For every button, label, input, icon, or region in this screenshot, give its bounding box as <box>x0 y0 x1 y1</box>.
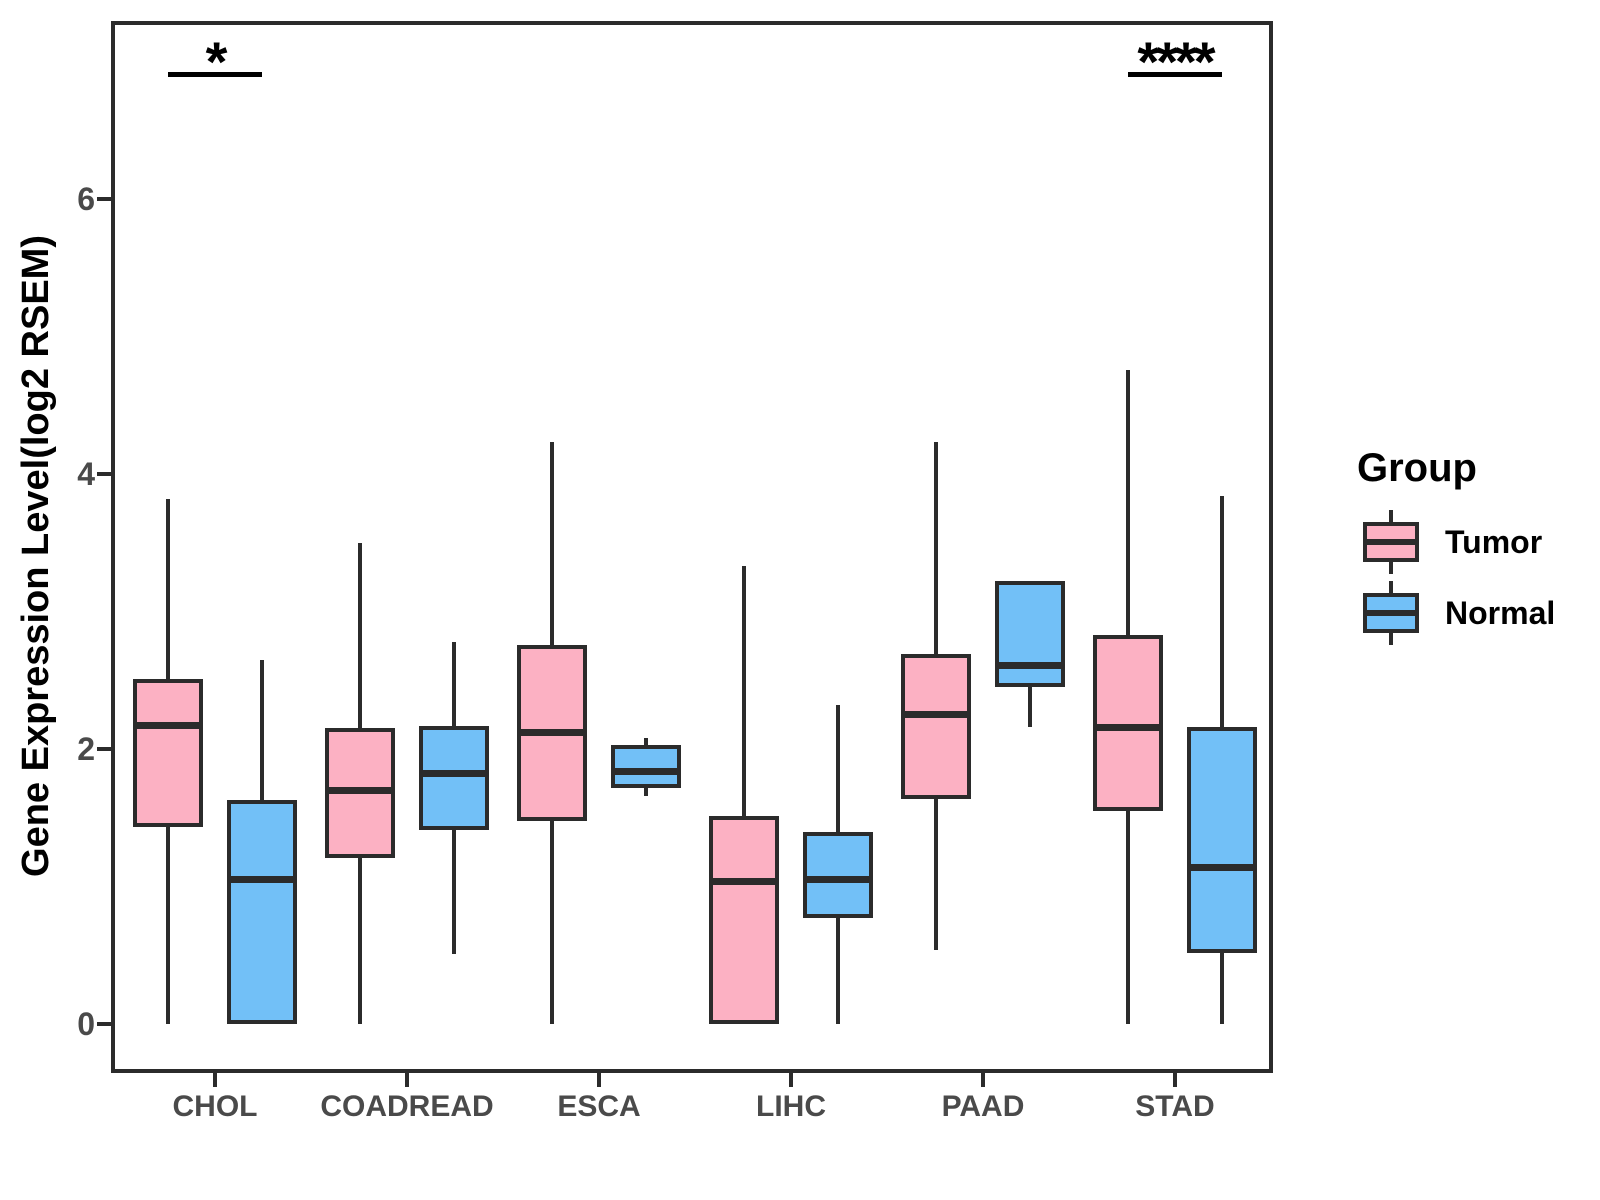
y-axis-tick <box>97 747 111 751</box>
median-line-normal-box-chol <box>227 876 297 884</box>
lower-whisker-tumor-box-esca <box>550 820 554 1024</box>
x-category-label: ESCA <box>557 1090 641 1123</box>
upper-whisker-normal-box-chol <box>260 659 264 800</box>
upper-whisker-normal-box-lihc <box>836 705 840 832</box>
upper-whisker-tumor-box-coadread <box>358 542 362 729</box>
normal-box-stad <box>1187 727 1257 953</box>
lower-whisker-tumor-box-chol <box>166 827 170 1024</box>
legend-key-whisker-icon <box>1389 510 1393 522</box>
normal-box-chol <box>227 799 297 1024</box>
legend-key-median-icon <box>1363 539 1419 545</box>
upper-whisker-normal-box-esca <box>644 738 648 745</box>
x-category-label: LIHC <box>756 1090 826 1123</box>
legend-key-whisker-icon <box>1389 581 1393 593</box>
legend-label-normal: Normal <box>1445 595 1556 631</box>
x-axis-tick <box>597 1073 601 1087</box>
lower-whisker-normal-box-coadread <box>452 830 456 954</box>
upper-whisker-tumor-box-stad <box>1126 369 1130 635</box>
plot-panel <box>111 21 1273 1073</box>
legend-key-normal <box>1363 581 1419 645</box>
legend-label-tumor: Tumor <box>1445 524 1543 560</box>
x-category-label: CHOL <box>172 1090 258 1123</box>
legend-key-median-icon <box>1363 610 1419 616</box>
median-line-normal-box-stad <box>1187 863 1257 871</box>
x-axis-tick <box>405 1073 409 1087</box>
legend-key-whisker-icon <box>1389 633 1393 645</box>
median-line-normal-box-coadread <box>419 770 489 778</box>
y-axis-tick <box>97 472 111 476</box>
normal-box-esca <box>611 744 681 788</box>
upper-whisker-tumor-box-paad <box>934 442 938 655</box>
y-tick-label: 0 <box>77 1006 95 1042</box>
significance-bar-stad <box>1128 72 1222 77</box>
lower-whisker-normal-box-paad <box>1028 687 1032 727</box>
significance-stars-chol: * <box>205 30 228 93</box>
tumor-box-paad <box>901 654 971 799</box>
y-tick-label: 2 <box>77 731 95 767</box>
median-line-normal-box-paad <box>995 661 1065 669</box>
x-axis-tick <box>1173 1073 1177 1087</box>
lower-whisker-tumor-box-paad <box>934 798 938 950</box>
x-axis-tick <box>789 1073 793 1087</box>
y-tick-label: 4 <box>77 456 95 492</box>
y-axis-tick <box>97 1022 111 1026</box>
x-axis-tick <box>213 1073 217 1087</box>
upper-whisker-normal-box-coadread <box>452 641 456 726</box>
lower-whisker-tumor-box-coadread <box>358 857 362 1024</box>
tumor-box-lihc <box>709 816 779 1024</box>
lower-whisker-normal-box-esca <box>644 787 648 796</box>
median-line-tumor-box-esca <box>517 729 587 736</box>
y-axis-title: Gene Expression Level(log2 RSEM) <box>15 235 57 877</box>
median-line-tumor-box-lihc <box>709 877 779 885</box>
median-line-tumor-box-chol <box>133 722 203 730</box>
upper-whisker-tumor-box-chol <box>166 498 170 679</box>
legend-key-whisker-icon <box>1389 562 1393 574</box>
median-line-tumor-box-paad <box>901 711 971 719</box>
median-line-normal-box-esca <box>611 767 681 775</box>
normal-box-coadread <box>419 725 489 831</box>
normal-box-lihc <box>803 831 873 919</box>
x-axis-tick <box>981 1073 985 1087</box>
median-line-normal-box-lihc <box>803 876 873 884</box>
lower-whisker-normal-box-lihc <box>836 918 840 1024</box>
median-line-tumor-box-coadread <box>325 786 395 794</box>
normal-box-paad <box>995 581 1065 688</box>
y-axis-tick <box>97 197 111 201</box>
significance-stars-stad: **** <box>1137 30 1215 93</box>
legend-key-tumor <box>1363 510 1419 574</box>
x-category-label: COADREAD <box>320 1090 494 1123</box>
upper-whisker-tumor-box-esca <box>550 442 554 645</box>
x-category-label: PAAD <box>941 1090 1025 1123</box>
median-line-tumor-box-stad <box>1093 723 1163 731</box>
significance-bar-chol <box>168 72 262 77</box>
upper-whisker-tumor-box-lihc <box>742 566 746 817</box>
y-tick-label: 6 <box>77 181 95 217</box>
upper-whisker-normal-box-stad <box>1220 496 1224 727</box>
tumor-box-chol <box>133 678 203 828</box>
legend-title: Group <box>1357 446 1477 490</box>
lower-whisker-tumor-box-stad <box>1126 810 1130 1024</box>
x-category-label: STAD <box>1135 1090 1215 1123</box>
tumor-box-stad <box>1093 634 1163 811</box>
lower-whisker-normal-box-stad <box>1220 952 1224 1024</box>
